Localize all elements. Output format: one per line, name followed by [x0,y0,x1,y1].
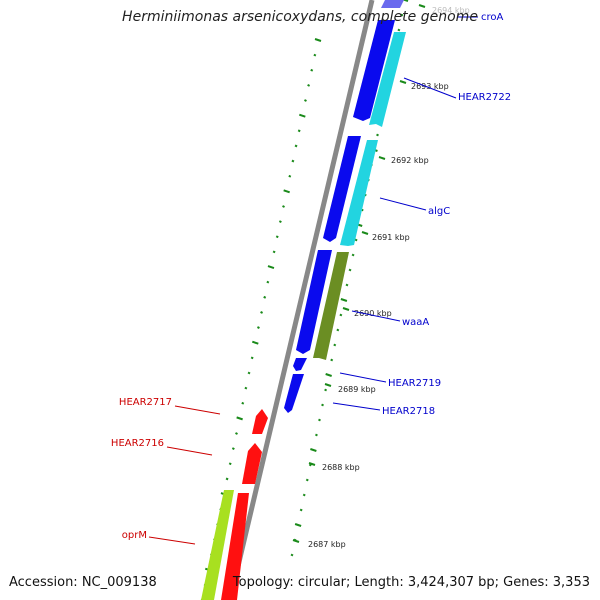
track-tick [272,250,276,254]
gene-red-2 [242,443,262,484]
gene-blue-1 [353,20,395,121]
track-tick [291,159,295,163]
kbp-label: 2687 kbp [308,540,346,549]
kbp-label: 2690 kbp [354,309,392,318]
track-tick [400,13,404,17]
track-tick [250,356,254,360]
track-tick [260,311,264,314]
track-tick [247,371,251,375]
kbp-scale: 2694 kbp 2693 kbp 2692 kbp 2691 kbp 2690… [292,4,470,549]
accession-text: Accession: NC_009138 [9,575,157,590]
track-tick [354,238,358,242]
gene-label-oprM[interactable]: oprM [122,530,147,541]
gene-blue-top [381,0,404,8]
track-tick [299,508,303,512]
track-tick [314,433,318,437]
track-tick [302,493,306,497]
track-tick [330,358,334,362]
track-tick [244,386,248,390]
reverse-gene-labels: HEAR2717 HEAR2716 oprM [111,397,221,545]
track-tick [304,99,307,102]
gene-cyan-2 [340,140,378,246]
track-tick [267,265,275,269]
track-tick [310,448,317,452]
gene-red-1 [252,409,268,434]
track-tick [225,477,229,481]
kbp-label: 2689 kbp [338,385,376,394]
track-tick [376,133,379,137]
track-tick [228,462,232,466]
track-tick [351,253,355,257]
gene-label-HEAR2722[interactable]: HEAR2722 [458,92,511,103]
gene-label-algC[interactable]: algC [428,206,450,217]
track-tick [294,523,302,527]
track-tick [318,418,321,422]
track-tick [321,403,324,407]
track-tick [307,84,311,87]
track-tick [236,416,243,421]
track-tick [231,447,235,451]
genome-backbone [227,0,375,600]
track-tick [314,38,322,42]
track-tick [288,174,292,178]
track-tick [345,283,349,287]
track-tick [235,432,238,435]
track-tick [336,328,340,332]
kbp-label: 2688 kbp [322,463,360,472]
gene-label-HEAR2718[interactable]: HEAR2718 [382,406,435,417]
track-tick [290,553,294,557]
genome-title: Herminiimonas arsenicoxydans, complete g… [122,9,478,25]
gene-blue-2 [323,136,361,242]
gene-olive [313,252,349,360]
track-tick [305,478,309,482]
gene-label-HEAR2717[interactable]: HEAR2717 [119,397,172,408]
track-tick [266,280,270,284]
gene-blue-3 [296,250,332,354]
track-tick [294,144,298,148]
track-tick [313,53,317,57]
gene-lime [201,490,234,600]
track-tick [251,340,259,345]
gene-label-HEAR2719[interactable]: HEAR2719 [388,378,441,389]
track-tick [283,189,290,194]
track-tick [308,463,312,467]
track-tick [278,220,282,224]
track-tick [299,113,306,118]
track-tick [348,268,352,272]
track-tick [282,205,285,208]
kbp-label: 2694 kbp [432,6,470,15]
gene-label-waaA[interactable]: waaA [402,317,429,328]
track-tick [339,313,343,317]
track-tick [263,295,267,299]
track-tick [297,129,301,133]
gene-label-croA[interactable]: croA [481,12,504,23]
track-tick [310,68,314,72]
topology-text: Topology: circular; Length: 3,424,307 bp… [232,575,590,590]
track-tick [324,388,328,392]
kbp-label: 2691 kbp [372,233,410,242]
track-tick [256,326,260,329]
kbp-label: 2692 kbp [391,156,429,165]
track-tick [241,401,245,405]
track-tick [397,28,401,32]
track-tick [401,0,409,2]
track-tick [325,373,332,377]
gene-blue-5 [284,374,304,413]
gene-label-HEAR2716[interactable]: HEAR2716 [111,438,164,449]
track-tick [340,298,348,302]
gene-blue-4 [293,358,307,371]
kbp-label: 2693 kbp [411,82,449,91]
forward-gene-labels: croA HEAR2722 algC waaA HEAR2719 HEAR271… [332,12,511,417]
track-tick [275,235,279,239]
track-tick [333,343,337,347]
gene-cyan-1 [369,32,406,127]
gene-red-3 [221,493,249,600]
